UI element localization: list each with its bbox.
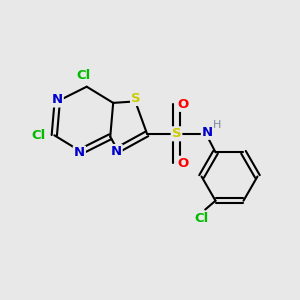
Text: O: O [177,157,189,170]
Text: S: S [172,127,181,140]
Text: N: N [202,126,213,139]
Text: N: N [74,146,85,159]
Text: Cl: Cl [76,69,91,82]
Text: S: S [131,92,141,105]
Text: O: O [177,98,189,111]
Text: Cl: Cl [32,129,46,142]
Text: N: N [52,93,63,106]
Text: H: H [213,120,221,130]
Text: N: N [111,145,122,158]
Text: Cl: Cl [195,212,209,225]
